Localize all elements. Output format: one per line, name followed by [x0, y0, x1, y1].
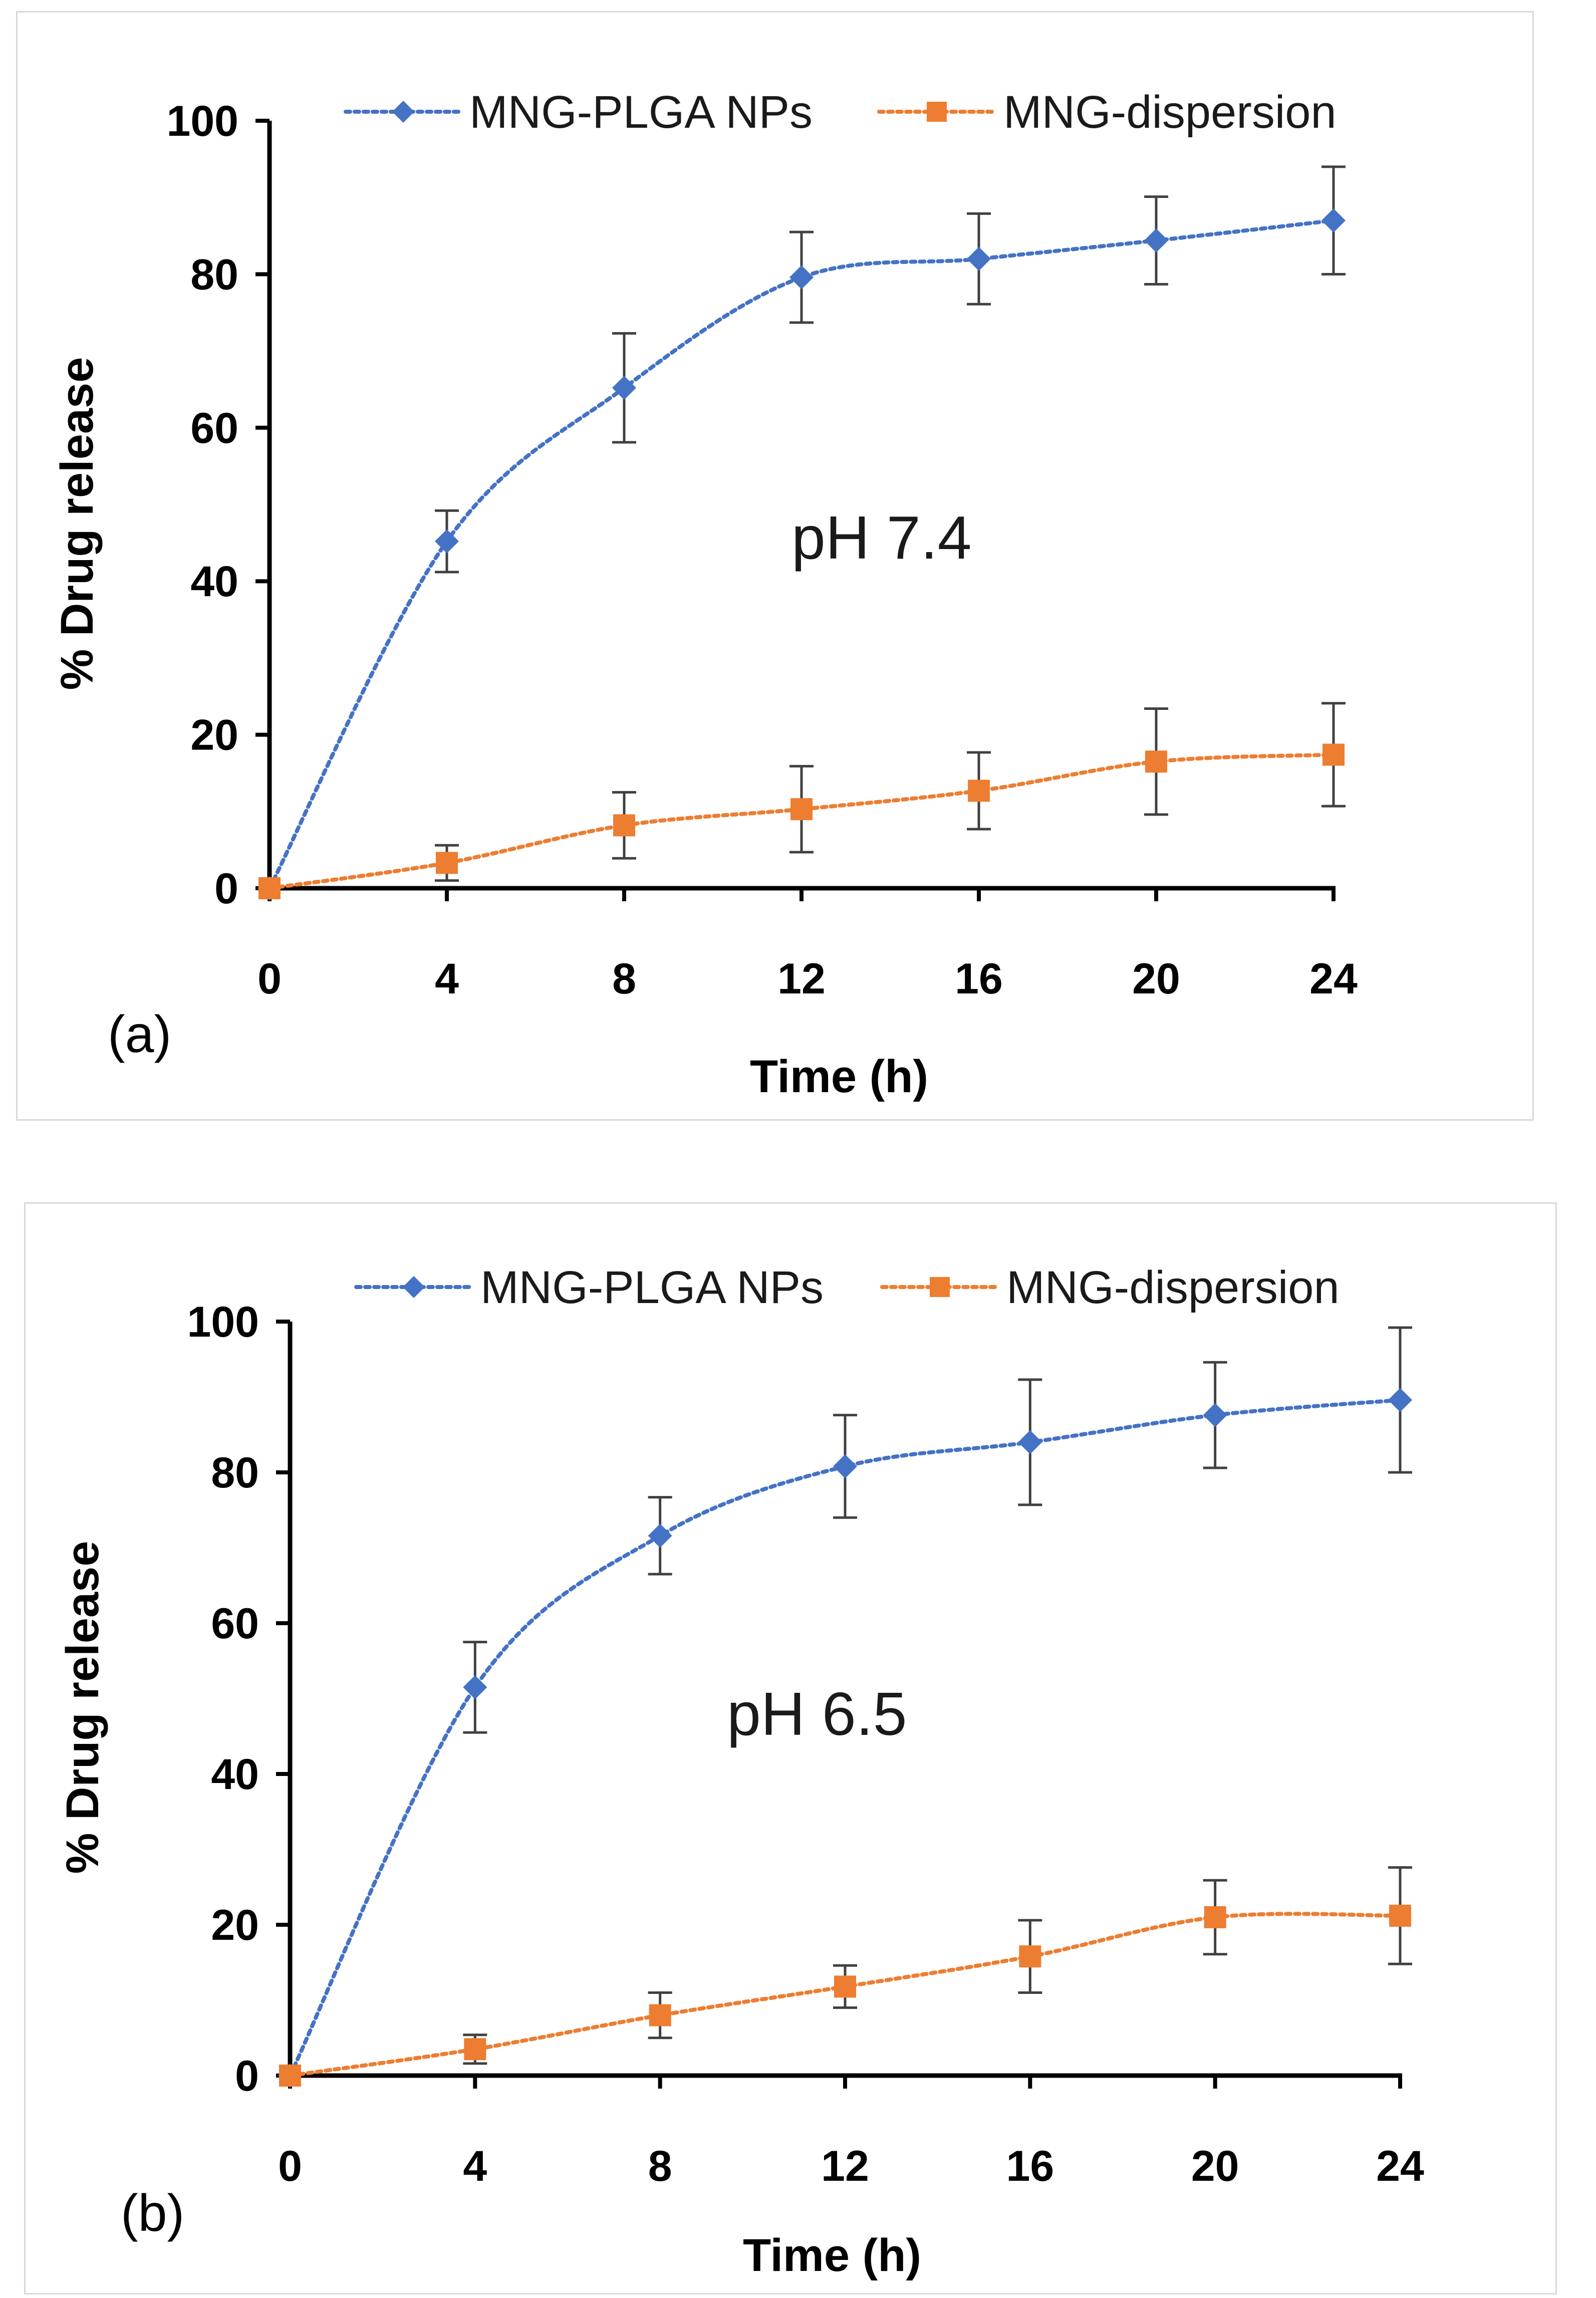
- legend-label-a-dispersion: MNG-dispersion: [1003, 87, 1337, 138]
- legend-label-b-dispersion: MNG-dispersion: [1006, 1262, 1340, 1313]
- x-tick-label-b-24: 24: [1376, 2142, 1424, 2190]
- chart-panel-a: 0 20 40 60 80 100 0 4 8 12 16 20 24 Time (h) % Drug re…: [16, 11, 1534, 1121]
- data-point-b-dispersion-24: [1389, 1904, 1411, 1927]
- ph-annotation-a: pH 7.4: [791, 503, 971, 572]
- data-point-a-plga-8: [612, 376, 636, 400]
- series-line-a-plga: [268, 218, 1336, 890]
- data-point-a-plga-20: [1144, 228, 1168, 252]
- ph-annotation-b: pH 6.5: [727, 1680, 907, 1748]
- data-point-a-dispersion-16: [968, 780, 990, 802]
- legend-marker-b-dispersion: [930, 1277, 950, 1297]
- chart-panel-b: 0 20 40 60 80 100 0 4 8 12 16 20 24 Time (h) % Drug re…: [24, 1202, 1557, 2294]
- data-point-b-plga-12: [833, 1454, 857, 1478]
- data-point-a-plga-16: [967, 246, 991, 271]
- data-point-b-dispersion-20: [1204, 1906, 1226, 1928]
- y-tick-label-b-100: 100: [187, 1298, 259, 1346]
- legend-item-a-dispersion: MNG-dispersion: [877, 87, 1337, 138]
- data-point-a-dispersion-0: [258, 877, 281, 899]
- y-tick-label-b-0: 0: [235, 2052, 259, 2100]
- data-point-a-dispersion-4: [436, 852, 458, 874]
- legend-item-b-plga: MNG-PLGA NPs: [354, 1262, 824, 1313]
- y-tick-label-b-40: 40: [211, 1750, 259, 1799]
- legend-label-b-plga: MNG-PLGA NPs: [480, 1262, 824, 1313]
- data-point-b-plga-4: [463, 1675, 487, 1699]
- x-tick-label-a-24: 24: [1309, 955, 1358, 1003]
- x-tick-label-b-20: 20: [1191, 2142, 1239, 2190]
- data-point-b-dispersion-0: [279, 2065, 301, 2087]
- x-tick-label-a-4: 4: [435, 955, 459, 1003]
- y-tick-label-a-40: 40: [190, 558, 238, 606]
- legend-marker-b-plga: [403, 1276, 425, 1298]
- x-tick-label-a-20: 20: [1132, 955, 1180, 1003]
- x-tick-label-a-0: 0: [257, 955, 282, 1003]
- y-tick-label-b-60: 60: [211, 1600, 259, 1648]
- y-axis-title-a: % Drug release: [52, 357, 103, 690]
- data-point-a-dispersion-24: [1322, 743, 1345, 766]
- y-tick-label-a-0: 0: [214, 865, 238, 913]
- x-tick-label-b-12: 12: [821, 2142, 869, 2190]
- x-tick-label-b-0: 0: [278, 2142, 302, 2190]
- data-point-b-plga-16: [1018, 1430, 1042, 1454]
- x-tick-label-a-16: 16: [955, 955, 1003, 1003]
- x-tick-label-b-8: 8: [648, 2142, 672, 2190]
- y-tick-label-a-100: 100: [167, 97, 239, 145]
- x-tick-label-b-16: 16: [1006, 2142, 1054, 2190]
- data-point-b-plga-20: [1203, 1403, 1227, 1427]
- data-point-a-plga-12: [789, 265, 814, 290]
- x-tick-label-a-12: 12: [777, 955, 826, 1003]
- legend-item-b-dispersion: MNG-dispersion: [880, 1262, 1340, 1313]
- data-point-b-plga-24: [1388, 1388, 1412, 1412]
- legend-item-a-plga: MNG-PLGA NPs: [344, 87, 813, 138]
- data-point-a-plga-24: [1321, 208, 1346, 233]
- panel-label-a: (a): [108, 1005, 171, 1064]
- x-tick-label-b-4: 4: [463, 2142, 487, 2190]
- data-point-b-dispersion-8: [649, 2004, 671, 2026]
- data-point-b-plga-8: [648, 1523, 672, 1548]
- series-line-b-plga: [288, 1398, 1402, 2078]
- data-point-b-dispersion-12: [834, 1975, 856, 1998]
- y-tick-label-b-80: 80: [211, 1449, 259, 1497]
- y-tick-label-a-20: 20: [190, 711, 238, 759]
- legend-marker-a-plga: [392, 101, 414, 123]
- data-point-b-dispersion-4: [464, 2038, 486, 2061]
- chart-b-svg: 0 20 40 60 80 100 0 4 8 12 16 20 24 Time (h) % Drug re…: [57, 1262, 1424, 2281]
- x-axis-title-b: Time (h): [743, 2230, 921, 2281]
- y-axis-title-b: % Drug release: [57, 1541, 108, 1874]
- data-point-a-dispersion-20: [1145, 750, 1167, 773]
- legend-label-a-plga: MNG-PLGA NPs: [469, 87, 813, 138]
- x-tick-label-a-8: 8: [612, 955, 636, 1003]
- legend-marker-a-dispersion: [927, 102, 947, 122]
- chart-a-svg: 0 20 40 60 80 100 0 4 8 12 16 20 24 Time (h) % Drug re…: [52, 87, 1358, 1102]
- y-tick-label-b-20: 20: [211, 1901, 259, 1949]
- x-axis-title-a: Time (h): [750, 1051, 928, 1102]
- y-tick-label-a-80: 80: [190, 250, 238, 299]
- data-point-a-dispersion-8: [613, 814, 635, 837]
- panel-label-b: (b): [121, 2184, 184, 2242]
- data-point-b-dispersion-16: [1019, 1945, 1041, 1968]
- y-tick-label-a-60: 60: [190, 404, 238, 452]
- data-point-a-plga-4: [435, 529, 459, 554]
- data-point-a-dispersion-12: [790, 798, 813, 821]
